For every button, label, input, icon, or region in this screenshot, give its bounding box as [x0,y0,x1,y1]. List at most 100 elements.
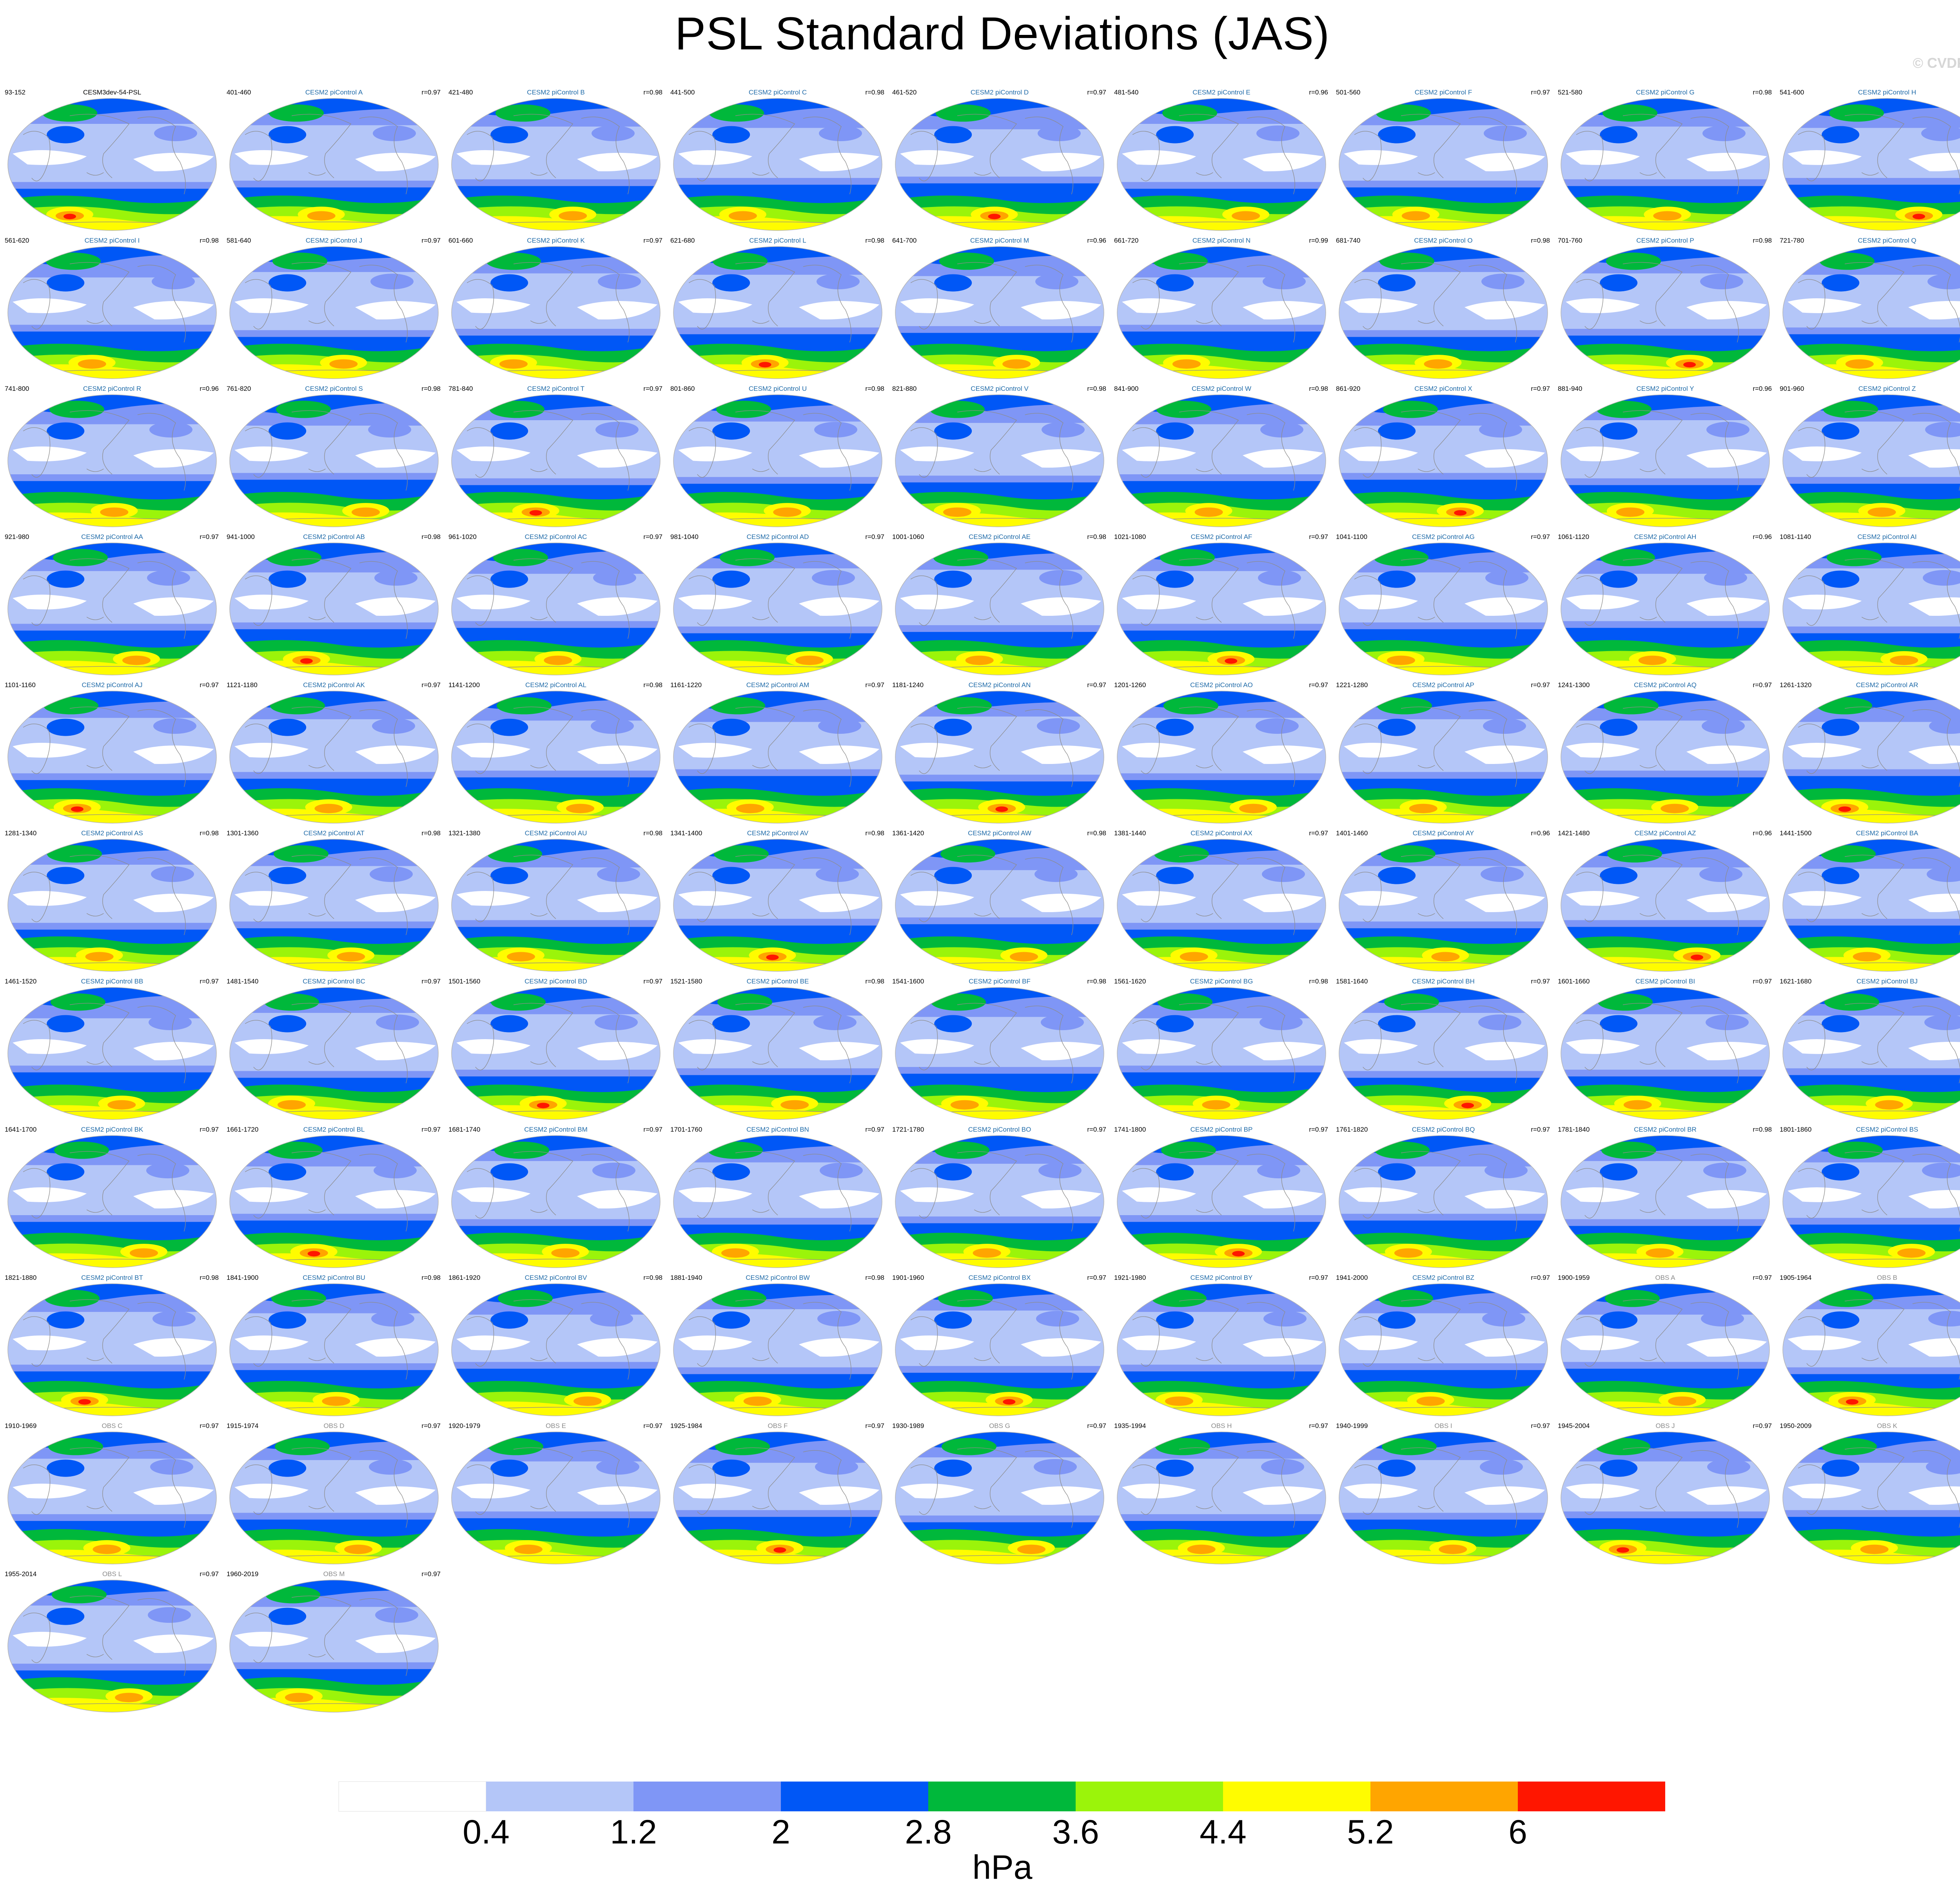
panel-years-label: 1955-2014 [5,1570,37,1578]
southern-peak [1890,655,1918,665]
north-atlantic-high [1706,1014,1749,1031]
tropics-min-west [13,595,87,610]
map-plot [1117,1283,1326,1416]
coastline [1622,1003,1683,1067]
colorbar-swatch [1370,1782,1518,1811]
north-pacific-high [1600,718,1638,736]
panel-title: CESM2 piControl AX [1191,829,1252,837]
tropics-min-west [1122,446,1196,461]
coastline [530,468,548,472]
coastline [86,1506,104,1509]
map-panel: 841-900 CESM2 piControl W r=0.98 [1112,385,1331,532]
map-outline [673,246,882,379]
tropics-min-west [1344,1039,1418,1054]
coastline [1576,872,1604,922]
coastline [245,1464,272,1515]
coastline [1354,724,1382,774]
coastline [957,855,1017,919]
north-atlantic-high [592,125,635,142]
coastline [1639,765,1657,768]
panel-years-label: 1861-1920 [448,1274,481,1281]
map-plot [1782,98,1960,231]
coastline [735,1003,795,1067]
arctic-max [47,845,102,863]
north-atlantic-high [372,718,415,734]
map-panel: 1301-1360 CESM2 piControl AT r=0.98 [224,829,444,976]
tropics-min-east [1465,152,1545,172]
panel-correlation: r=0.97 [421,978,441,985]
southern-peak [551,1248,580,1258]
north-atlantic-high [1926,1459,1960,1475]
coastline [69,706,130,771]
map-plot [1117,691,1326,824]
tropics-min-east [1243,597,1323,616]
map-panel: 1121-1180 CESM2 piControl AK r=0.97 [224,681,444,828]
arctic-core [8,1432,216,1449]
panel-correlation: r=0.97 [643,533,662,541]
coastline [910,1316,938,1367]
coastline [1468,1154,1517,1232]
southern-peak [1616,507,1644,517]
map-outline [1561,839,1770,972]
arctic-core [8,839,216,856]
map-panel: 1921-1980 CESM2 piControl BY r=0.97 [1112,1274,1331,1421]
panel-years-label: 1321-1380 [448,829,481,837]
tropics-min-west [678,595,753,610]
tropics-min-east [355,745,436,764]
southern-peak [107,1100,136,1110]
coastline [803,116,851,194]
north-atlantic-high [815,1459,858,1475]
arctic-core [673,543,882,559]
coastline [1132,1316,1160,1367]
arctic-core [230,98,438,116]
arctic-max [1382,1438,1437,1455]
tropics-min-east [1243,745,1323,764]
coastline [1196,1357,1213,1361]
panel-years-label: 701-760 [1558,237,1583,244]
coastline [803,1302,851,1380]
panel-years-label: 1915-1974 [227,1422,259,1430]
north-pacific-high [47,1608,85,1625]
map-outline [1117,1432,1326,1564]
arctic-max [1607,845,1662,863]
coastline [1132,872,1160,922]
panel-correlation: r=0.97 [1087,1422,1106,1430]
tropics-min-east [1243,893,1323,913]
coastline [1844,1299,1905,1364]
tropics-min-east [577,449,658,468]
panel-years-label: 1361-1420 [892,829,924,837]
north-atlantic-high [814,422,857,438]
tropics-min-west [456,1335,531,1350]
coastline [688,1464,716,1515]
tropics-min-east [355,1634,436,1653]
tropics-min-east [1908,449,1960,468]
map-panel: 1061-1120 CESM2 piControl AH r=0.96 [1555,533,1775,680]
coastline [1690,116,1739,194]
panel-title: CESM2 piControl AC [524,533,587,541]
north-pacific-high [490,1459,528,1477]
map-panel: 821-880 CESM2 piControl V r=0.98 [890,385,1109,532]
map-panel: 1401-1460 CESM2 piControl AY r=0.96 [1334,829,1553,976]
coastline [1844,262,1905,327]
panel-correlation: r=0.96 [1753,385,1772,392]
panel-title: CESM2 piControl W [1191,385,1252,392]
credit-watermark: © CVDP-LE [1913,55,1960,71]
southern-peak [1661,804,1689,813]
panel-correlation: r=0.97 [1309,829,1328,837]
map-plot [895,691,1104,824]
panel-years-label: 1901-1960 [892,1274,924,1281]
map-plot [1561,394,1770,527]
coastline [910,1464,938,1515]
panel-years-label: 1561-1620 [1114,978,1146,985]
map-panel: 1901-1960 CESM2 piControl BX r=0.97 [890,1274,1109,1421]
southern-extreme [995,806,1008,812]
map-outline [1117,98,1326,231]
southern-peak [1202,1100,1230,1110]
north-atlantic-high [1701,1311,1744,1327]
panel-correlation: r=0.98 [200,1274,219,1281]
map-panel: 1561-1620 CESM2 piControl BG r=0.98 [1112,977,1331,1124]
map-panel: 401-460 CESM2 piControl A r=0.97 [224,88,444,235]
coastline [1179,114,1239,178]
map-outline [673,98,882,231]
panel-correlation: r=0.98 [421,829,441,837]
